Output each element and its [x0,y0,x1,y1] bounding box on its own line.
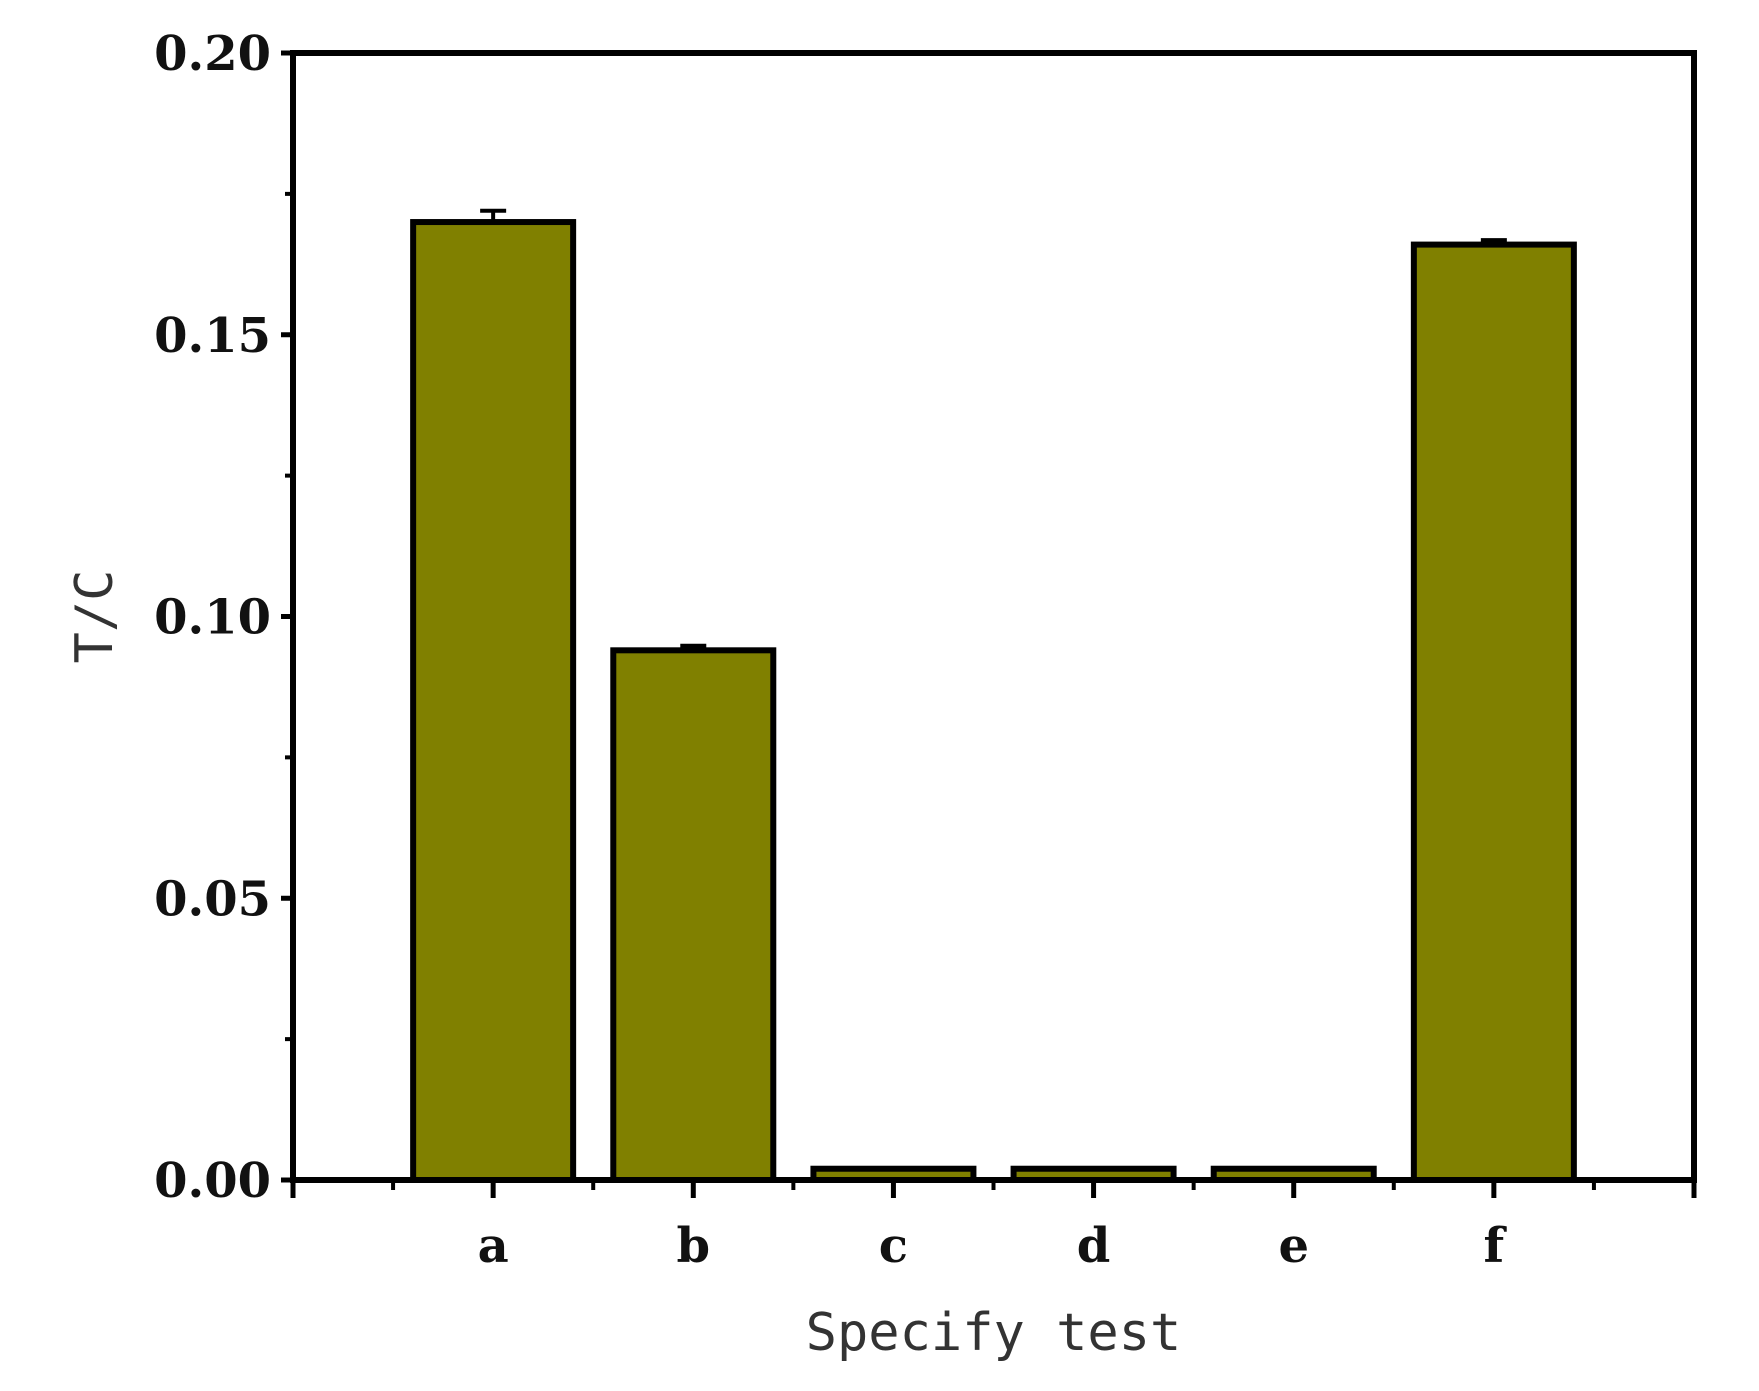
x-tick-label-e: e [1278,1218,1309,1274]
x-axis-title: Specify test [806,1303,1182,1363]
y-tick-label: 0.15 [154,308,271,364]
y-tick-label: 0.10 [154,590,271,646]
x-tick-label-c: c [879,1218,908,1274]
bar-b [610,647,777,1183]
error-bar-f [1480,238,1507,245]
x-tick-label-b: b [677,1218,711,1274]
bars [410,219,1577,1184]
x-tick-label-d: d [1077,1218,1111,1274]
error-bar-a [480,208,507,223]
bar-a [410,219,577,1184]
error-bar-b [680,643,707,651]
y-tick-label: 0.20 [154,26,271,82]
x-tick-labels: a b c d e f [478,1218,1508,1274]
axis-ticks [281,50,1697,1198]
y-tick-label: 0.05 [154,871,271,927]
x-tick-label-a: a [478,1218,509,1274]
bar-f [1410,241,1577,1183]
x-tick-label-f: f [1484,1218,1508,1274]
y-tick-label: 0.00 [154,1153,271,1209]
error-bars [480,208,1507,651]
y-tick-labels: 0.00 0.05 0.10 0.15 0.20 [154,26,271,1209]
y-axis-title: T/C [65,570,125,664]
